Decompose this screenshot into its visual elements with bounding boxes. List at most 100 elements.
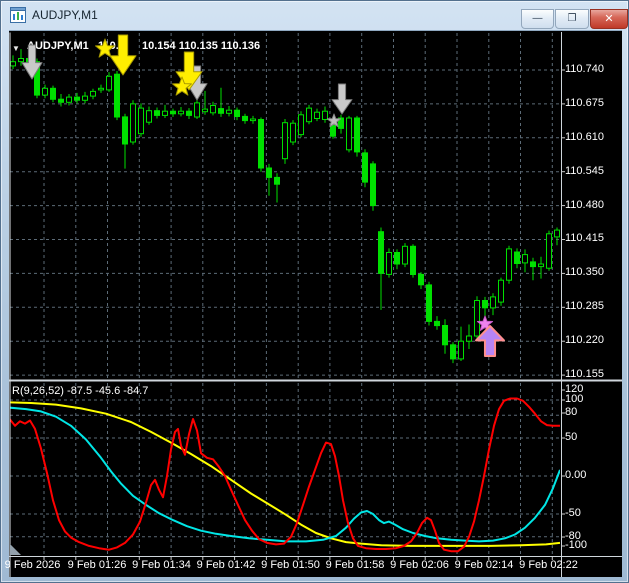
candle-bear	[154, 110, 160, 116]
candle-bull	[506, 248, 512, 281]
price-axis-label: 110.350	[565, 266, 604, 279]
chart-client-area[interactable]: ▼ AUDJPY,M1 110.1 10.154 110.135 110.136…	[5, 30, 622, 577]
candle-bear	[450, 344, 456, 360]
candle-bear	[242, 115, 248, 122]
price-axis-label: 110.285	[565, 300, 604, 313]
restore-button[interactable]: ❐	[555, 9, 589, 29]
candle-bull	[314, 111, 320, 119]
candle-bear	[338, 117, 344, 129]
price-axis-label: 110.610	[565, 130, 604, 143]
candle-bull	[474, 300, 480, 337]
candle-bull	[226, 109, 232, 114]
candle-bear	[410, 245, 416, 276]
time-axis-label: 9 Feb 01:26	[67, 559, 127, 571]
candle-bull	[546, 233, 552, 269]
candle-bull	[202, 108, 208, 113]
candle-bull	[346, 117, 352, 151]
candle-bull	[402, 245, 408, 265]
candle-bear	[426, 284, 432, 322]
candle-bull	[386, 252, 392, 275]
time-axis-label: 9 Feb 01:50	[261, 559, 320, 571]
candle-bull	[42, 87, 48, 96]
time-axis-label: 9 Feb 01:34	[132, 559, 191, 571]
symbol-dropdown-icon[interactable]: ▼	[12, 44, 20, 53]
pane-resize-grip[interactable]	[10, 544, 21, 555]
candle-bull	[306, 107, 312, 123]
candle-bull	[466, 335, 472, 342]
time-axis-label: 9 Feb 01:58	[325, 559, 385, 571]
indicator-axis-label: -50	[565, 507, 581, 519]
candle-bear	[186, 110, 192, 116]
candle-bull	[90, 90, 96, 97]
candle-bear	[514, 251, 520, 264]
time-axis-label: 9 Feb 02:14	[454, 559, 514, 571]
time-axis-label: 9 Feb 02:22	[519, 559, 578, 571]
candle-bear	[434, 320, 440, 327]
chart-canvas[interactable]	[9, 31, 622, 577]
price-axis-label: 110.220	[565, 334, 604, 347]
candle-bear	[26, 58, 32, 66]
wpr-line-cyan	[10, 406, 560, 543]
price-axis-label: 110.155	[565, 368, 604, 381]
candle-bear	[58, 98, 64, 103]
candle-bear	[274, 176, 280, 185]
time-axis-label: 9 Feb 01:42	[196, 559, 256, 571]
candle-bull	[146, 110, 152, 123]
candle-bull	[162, 110, 168, 116]
candle-bull	[458, 340, 464, 360]
candle-bear	[362, 152, 368, 183]
candle-bear	[114, 73, 120, 118]
candle-bull	[298, 114, 304, 136]
close-button[interactable]: ✕	[590, 9, 628, 29]
candle-bull	[322, 110, 328, 120]
candle-bull	[130, 103, 136, 143]
candle-bull	[66, 96, 72, 103]
candle-bear	[418, 273, 424, 286]
candle-bull	[538, 263, 544, 268]
candle-bull	[250, 118, 256, 122]
wpr-line-red	[10, 397, 560, 553]
candle-bear	[258, 119, 264, 169]
candle-bull	[290, 122, 296, 143]
candle-bull	[498, 279, 504, 303]
ohlc-hlc: 10.154 110.135 110.136	[142, 40, 261, 52]
ohlc-open: 110.1	[98, 40, 125, 52]
candle-bear	[330, 123, 336, 137]
candle-bear	[530, 261, 536, 268]
title-bar[interactable]: AUDJPY,M1 — ❐ ✕	[1, 1, 628, 30]
candle-bull	[98, 87, 104, 91]
candles	[10, 49, 560, 364]
indicator-axis-label: 50	[565, 431, 578, 443]
candle-bear	[370, 163, 376, 207]
price-axis-label: 110.675	[565, 96, 604, 109]
grid-horizontal-indicator	[10, 399, 560, 538]
candle-bear	[170, 110, 176, 115]
candle-bear	[74, 96, 80, 101]
wpr-line-yellow	[10, 401, 560, 547]
candle-bull	[490, 296, 496, 309]
candle-bear	[394, 252, 400, 265]
candle-bear	[218, 108, 224, 114]
price-axis-label: 110.545	[565, 164, 604, 177]
candle-bull	[18, 58, 24, 63]
candle-bear	[266, 167, 272, 178]
candle-bear	[234, 109, 240, 117]
indicator-label: R(9,26,52) -87.5 -45.6 -84.7	[12, 385, 149, 397]
price-axis-label: 110.415	[565, 232, 604, 245]
candle-bear	[378, 231, 384, 274]
candle-bull	[522, 254, 528, 264]
candle-bull	[178, 110, 184, 115]
candle-bull	[106, 75, 112, 91]
candle-bear	[442, 325, 448, 346]
indicator-axis-label: -100	[565, 539, 588, 551]
price-axis-label: 110.480	[565, 198, 604, 211]
indicator-axis-label: 120	[565, 383, 584, 395]
price-axis-label: 110.740	[565, 63, 604, 75]
wpr-lines	[10, 397, 560, 553]
indicator-axis-label: 100	[565, 393, 584, 405]
candle-bull	[554, 229, 560, 238]
indicator-axis-label: -80	[565, 530, 581, 542]
time-axis-label: 9 Feb 2026	[4, 559, 61, 571]
minimize-button[interactable]: —	[521, 9, 554, 29]
